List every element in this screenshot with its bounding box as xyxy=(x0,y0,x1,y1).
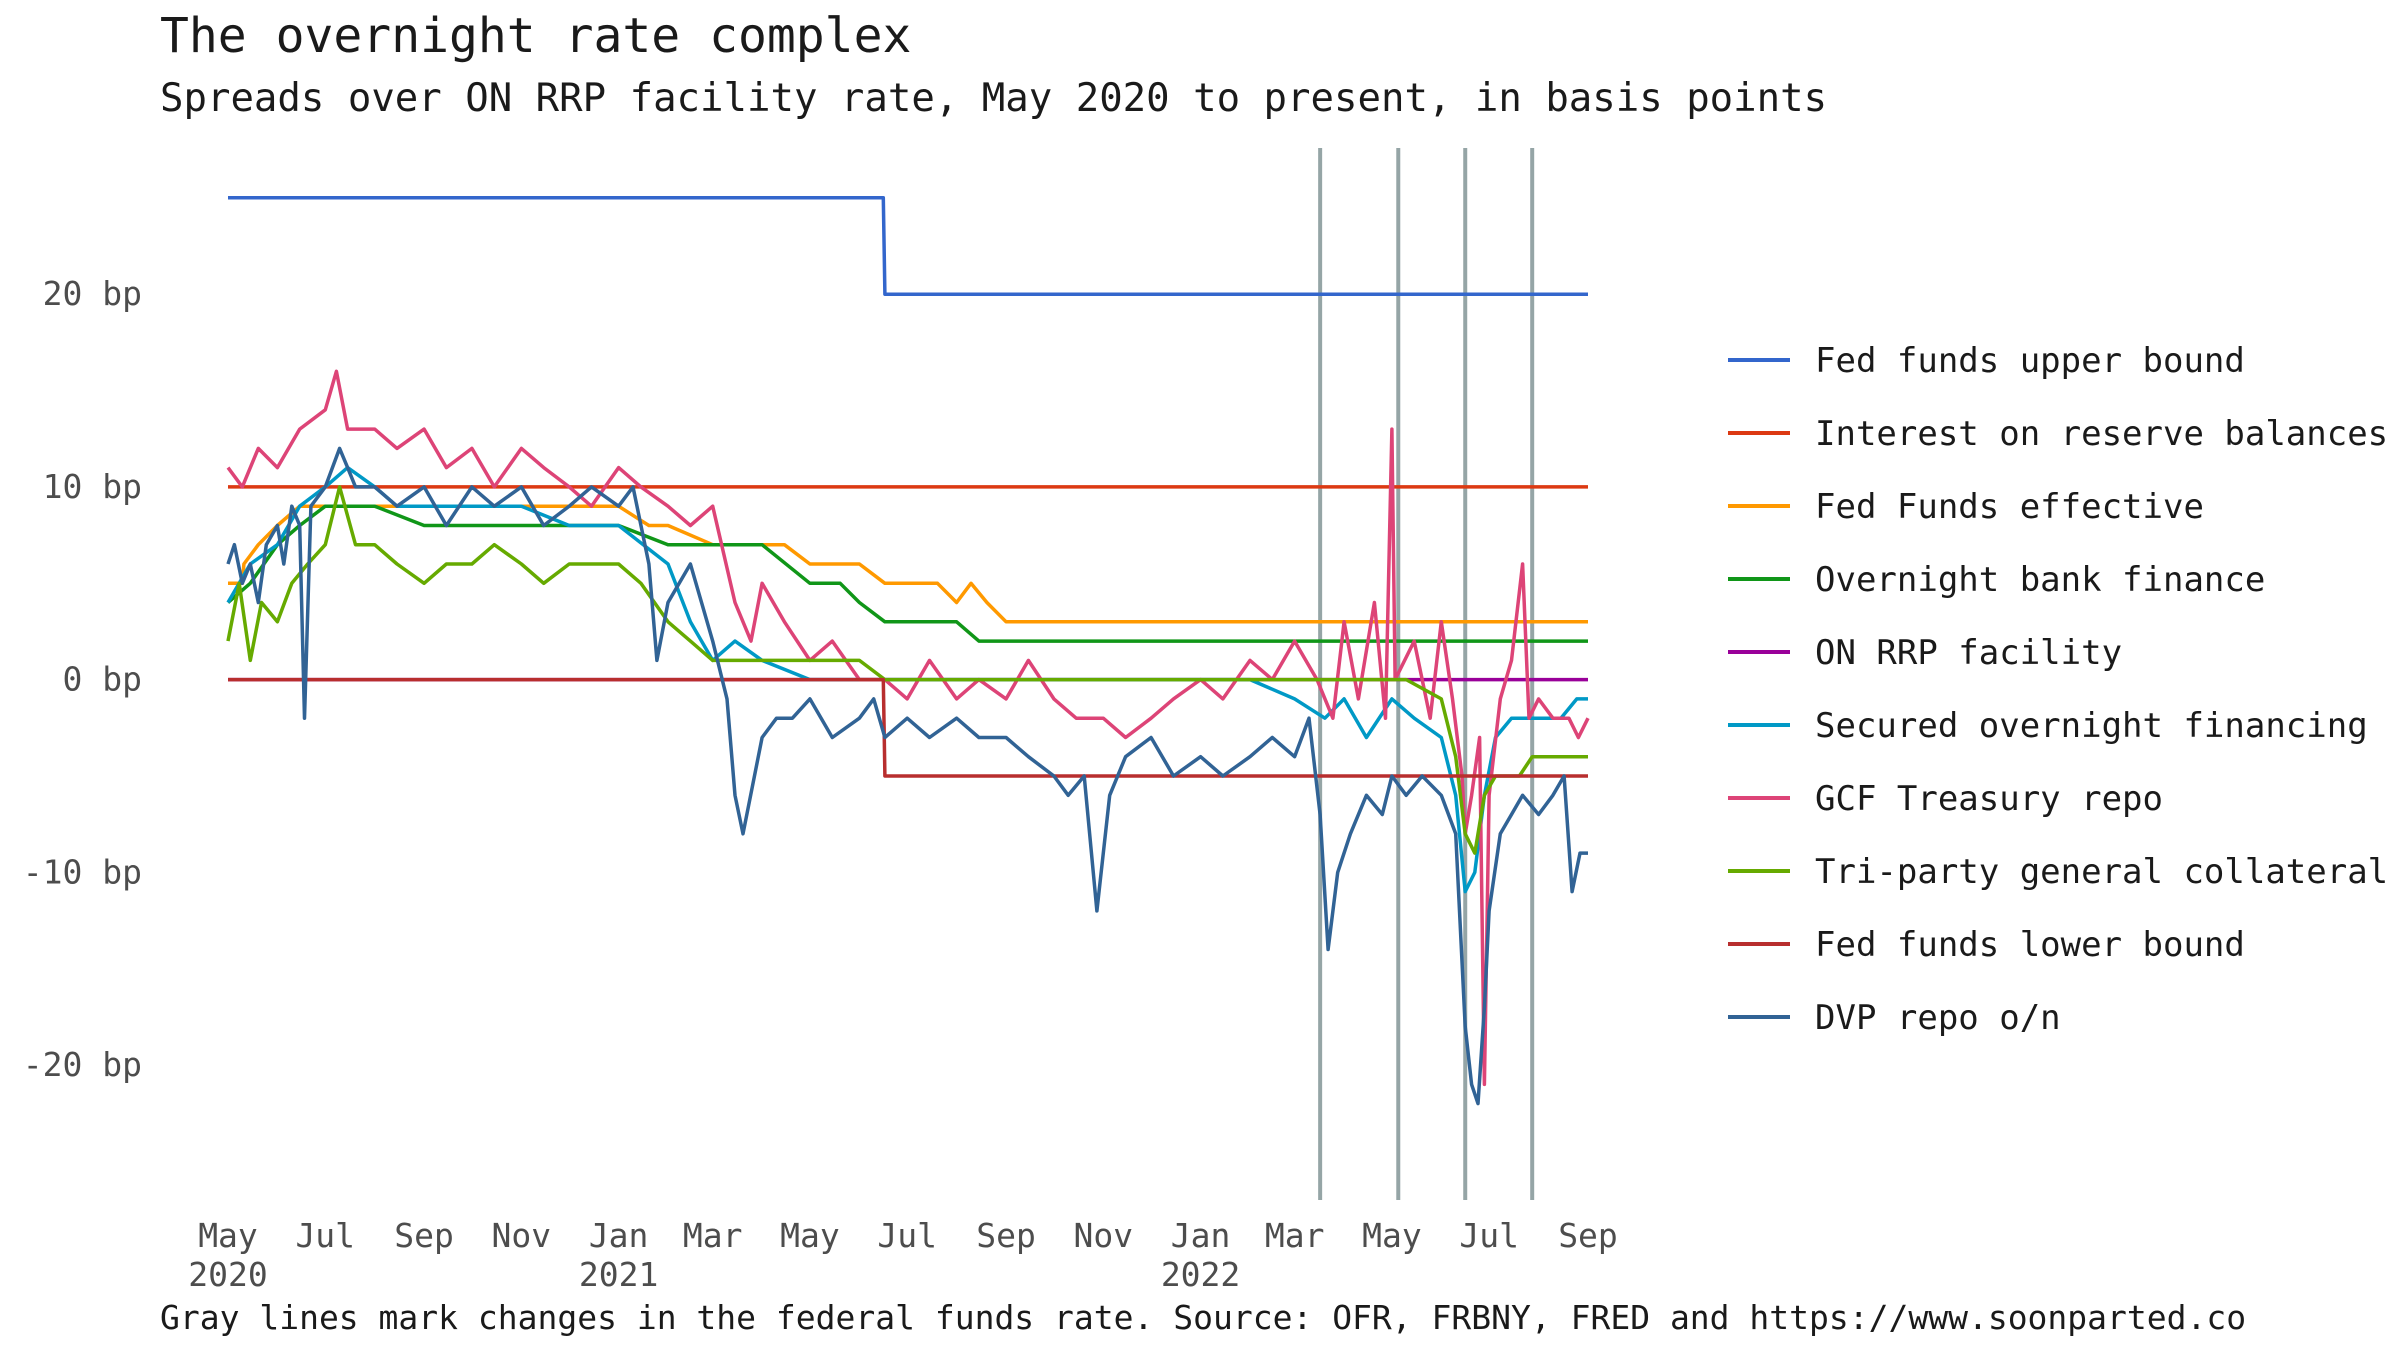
legend-item: Fed funds upper bound xyxy=(1728,341,2245,381)
x-tick-label: Jul xyxy=(1459,1216,1519,1255)
x-tick-label: Jan xyxy=(1171,1216,1231,1255)
series-line xyxy=(226,369,1590,1087)
x-tick-label: Mar xyxy=(683,1216,743,1255)
series-line xyxy=(226,504,1588,643)
x-tick-label: May xyxy=(780,1216,840,1255)
legend-item: DVP repo o/n xyxy=(1728,998,2061,1038)
legend-label: Tri-party general collateral xyxy=(1815,852,2388,892)
x-tick-label: Jul xyxy=(877,1216,937,1255)
x-tick-label: Sep xyxy=(394,1216,454,1255)
series-line xyxy=(228,677,1588,778)
x-tick-year: 2022 xyxy=(1161,1255,1240,1294)
series-lines xyxy=(226,196,1590,1106)
legend-label: Interest on reserve balances xyxy=(1815,414,2388,454)
legend-label: Overnight bank finance xyxy=(1815,560,2265,600)
legend-label: Fed Funds effective xyxy=(1815,487,2204,527)
x-tick-label: Jan xyxy=(589,1216,649,1255)
x-tick-label: Jul xyxy=(295,1216,355,1255)
x-tick-label: Mar xyxy=(1265,1216,1325,1255)
legend-item: Fed Funds effective xyxy=(1728,487,2204,527)
legend-label: DVP repo o/n xyxy=(1815,998,2061,1038)
x-tick-label: Nov xyxy=(492,1216,552,1255)
x-tick-year: 2020 xyxy=(188,1255,267,1294)
chart-subtitle: Spreads over ON RRP facility rate, May 2… xyxy=(160,76,1828,121)
x-tick-year: 2021 xyxy=(579,1255,658,1294)
legend-item: Secured overnight financing xyxy=(1728,706,2368,746)
x-tick-label: Nov xyxy=(1074,1216,1134,1255)
legend-label: ON RRP facility xyxy=(1815,633,2122,673)
x-tick-label: May xyxy=(1362,1216,1422,1255)
legend-item: Overnight bank finance xyxy=(1728,560,2265,600)
y-axis: 20 bp 10 bp 0 bp -10 bp -20 bp xyxy=(23,274,142,1084)
legend-item: Fed funds lower bound xyxy=(1728,925,2245,965)
series-line xyxy=(228,196,1588,296)
legend-item: Interest on reserve balances xyxy=(1728,414,2388,454)
y-tick-label: -20 bp xyxy=(23,1045,142,1084)
series-line xyxy=(228,504,1588,624)
y-tick-label: 0 bp xyxy=(63,660,142,699)
y-tick-label: 20 bp xyxy=(43,274,142,313)
legend-item: GCF Treasury repo xyxy=(1728,779,2163,819)
rate-change-markers xyxy=(1318,148,1535,1200)
legend-item: ON RRP facility xyxy=(1728,633,2122,673)
legend-label: Fed funds lower bound xyxy=(1815,925,2245,965)
series-line xyxy=(226,446,1588,1106)
chart-caption: Gray lines mark changes in the federal f… xyxy=(160,1298,2247,1337)
x-tick-label: May xyxy=(198,1216,258,1255)
legend-label: GCF Treasury repo xyxy=(1815,779,2163,819)
y-tick-label: -10 bp xyxy=(23,852,142,891)
legend-item: Tri-party general collateral xyxy=(1728,852,2388,892)
legend-label: Fed funds upper bound xyxy=(1815,341,2245,381)
x-tick-label: Sep xyxy=(976,1216,1036,1255)
chart-title: The overnight rate complex xyxy=(160,8,912,64)
legend: Fed funds upper bound Interest on reserve… xyxy=(1728,341,2388,1038)
series-line xyxy=(226,485,1588,855)
x-tick-label: Sep xyxy=(1558,1216,1618,1255)
y-tick-label: 10 bp xyxy=(43,467,142,506)
legend-label: Secured overnight financing xyxy=(1815,706,2368,746)
